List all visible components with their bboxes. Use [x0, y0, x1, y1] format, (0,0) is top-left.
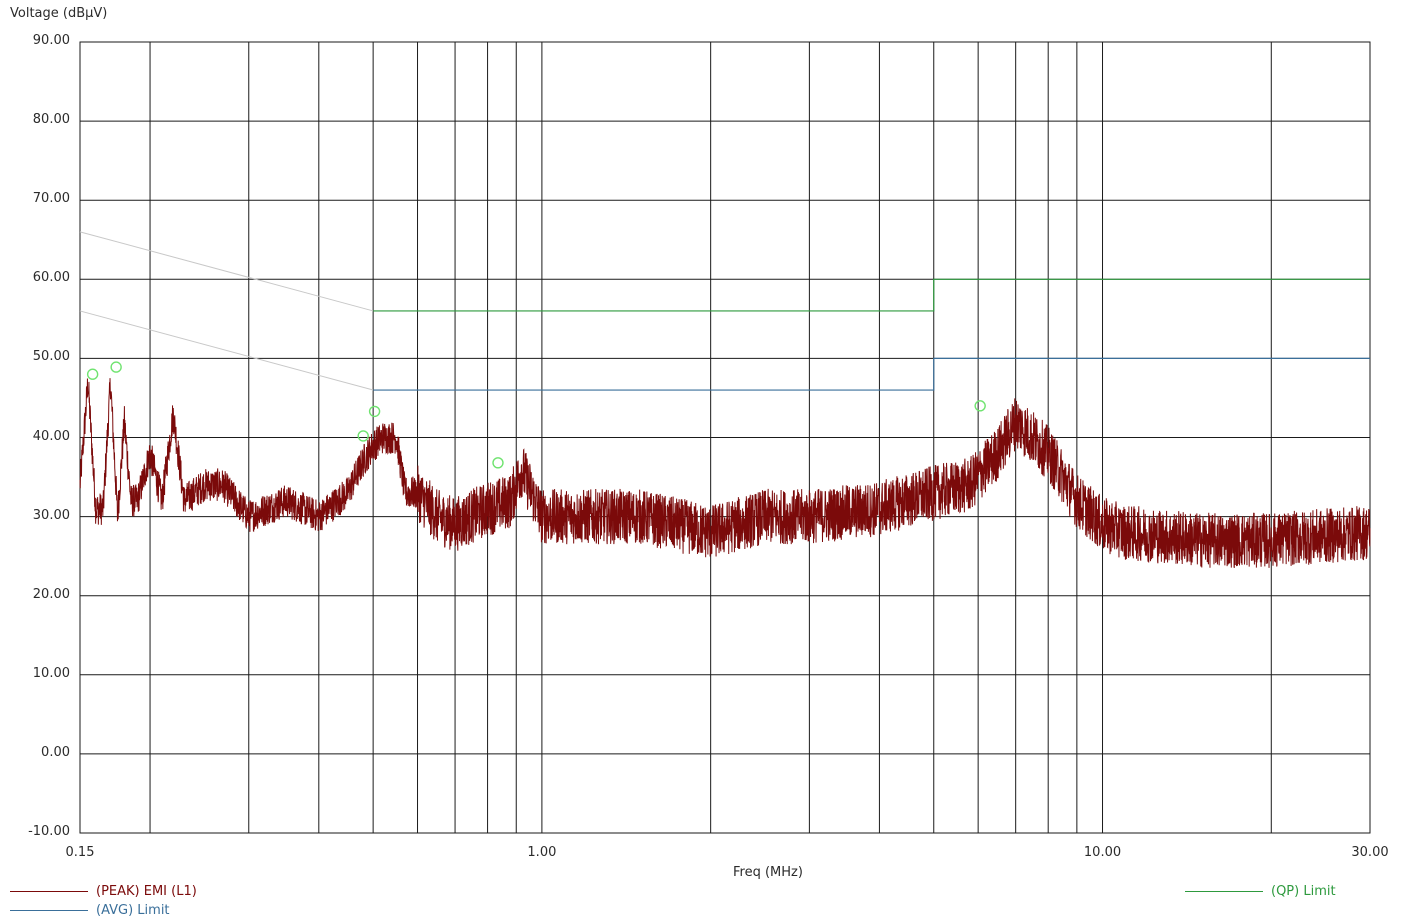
- legend-item-avg-limit: (AVG) Limit: [10, 903, 170, 918]
- y-tick-label: 70.00: [32, 191, 70, 207]
- y-tick-label: 30.00: [32, 507, 70, 523]
- y-tick-label: 0.00: [41, 744, 70, 760]
- legend-swatch-avg: [10, 910, 88, 911]
- legend-swatch-peak: [10, 891, 88, 892]
- legend-item-peak-emi: (PEAK) EMI (L1): [10, 884, 197, 899]
- y-axis-title: Voltage (dBµV): [10, 6, 108, 21]
- y-tick-label: 80.00: [32, 112, 70, 128]
- series-line-avg-limit: [373, 357, 1370, 391]
- peak-marker: [110, 361, 122, 373]
- x-tick-label: 1.00: [527, 845, 557, 860]
- x-tick-label: 10.00: [1083, 845, 1122, 860]
- series-line-qp-limit: [373, 278, 1370, 312]
- legend-item-qp-limit: (QP) Limit: [1185, 884, 1336, 899]
- peak-marker: [492, 457, 504, 469]
- peak-marker: [368, 405, 381, 418]
- peak-marker: [974, 400, 986, 412]
- legend-label-avg: (AVG) Limit: [96, 903, 170, 918]
- x-tick-label: 30.00: [1351, 845, 1389, 860]
- y-tick-label: 90.00: [32, 33, 70, 48]
- plot-frame: [79, 41, 1371, 834]
- legend-swatch-qp: [1185, 891, 1263, 892]
- peak-marker: [86, 368, 99, 380]
- series-line-limit-slope: [79, 310, 374, 391]
- legend-label-peak: (PEAK) EMI (L1): [96, 884, 197, 899]
- y-tick-label: 10.00: [32, 665, 70, 681]
- y-tick-label: 20.00: [32, 586, 70, 602]
- x-tick-label: 0.15: [65, 845, 95, 860]
- y-tick-label: 60.00: [32, 270, 70, 286]
- peak-marker: [357, 430, 369, 442]
- series-line-limit-slope: [79, 231, 374, 312]
- y-tick-label: 50.00: [32, 349, 70, 365]
- y-tick-label: 40.00: [32, 428, 70, 444]
- x-axis-title: Freq (MHz): [733, 865, 803, 880]
- legend-label-qp: (QP) Limit: [1271, 884, 1336, 899]
- y-tick-label: -10.00: [28, 824, 70, 839]
- series-line-peak-emi: [79, 378, 1371, 568]
